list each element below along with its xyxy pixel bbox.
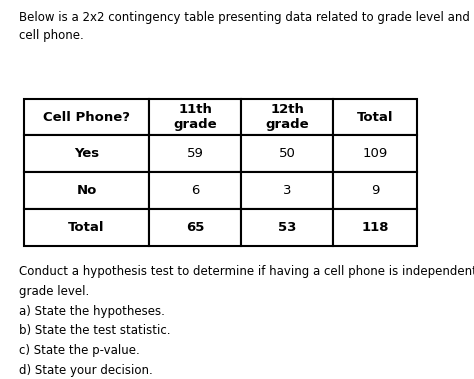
Bar xyxy=(149,172,241,209)
Bar xyxy=(333,99,417,136)
Bar xyxy=(241,99,333,136)
Bar xyxy=(24,209,149,246)
Text: 6: 6 xyxy=(191,185,200,197)
Text: 9: 9 xyxy=(371,185,380,197)
Text: Yes: Yes xyxy=(74,147,99,160)
Text: a) State the hypotheses.: a) State the hypotheses. xyxy=(19,305,165,318)
Bar xyxy=(149,136,241,172)
Text: d) State your decision.: d) State your decision. xyxy=(19,364,153,377)
Text: 59: 59 xyxy=(187,147,204,160)
Bar xyxy=(241,172,333,209)
Text: 65: 65 xyxy=(186,221,204,234)
Text: Cell Phone?: Cell Phone? xyxy=(43,111,130,124)
Text: b) State the test statistic.: b) State the test statistic. xyxy=(19,324,171,337)
Text: Total: Total xyxy=(68,221,105,234)
Text: 3: 3 xyxy=(283,185,292,197)
Text: No: No xyxy=(76,185,97,197)
Bar xyxy=(333,172,417,209)
Bar xyxy=(24,172,149,209)
Text: 109: 109 xyxy=(363,147,388,160)
Text: 11th
grade: 11th grade xyxy=(173,103,217,131)
Bar xyxy=(241,209,333,246)
Text: 118: 118 xyxy=(362,221,389,234)
Bar xyxy=(24,136,149,172)
Text: Below is a 2x2 contingency table presenting data related to grade level and owni: Below is a 2x2 contingency table present… xyxy=(19,11,474,42)
Bar xyxy=(333,209,417,246)
Text: grade level.: grade level. xyxy=(19,285,89,298)
Bar xyxy=(241,136,333,172)
Text: 50: 50 xyxy=(279,147,296,160)
Text: Total: Total xyxy=(357,111,393,124)
Bar xyxy=(149,209,241,246)
Text: 53: 53 xyxy=(278,221,297,234)
Text: c) State the p-value.: c) State the p-value. xyxy=(19,344,140,357)
Bar xyxy=(333,136,417,172)
Text: Conduct a hypothesis test to determine if having a cell phone is independent of : Conduct a hypothesis test to determine i… xyxy=(19,265,474,278)
Bar xyxy=(149,99,241,136)
Bar xyxy=(24,99,149,136)
Text: 12th
grade: 12th grade xyxy=(265,103,309,131)
